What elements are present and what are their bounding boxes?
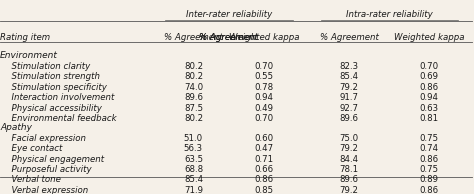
Text: 0.94: 0.94 (420, 93, 439, 102)
Text: 0.49: 0.49 (255, 104, 273, 113)
Text: Rating item: Rating item (0, 33, 50, 42)
Text: 0.47: 0.47 (255, 144, 274, 153)
Text: Physical accessibility: Physical accessibility (6, 104, 101, 113)
Text: Eye contact: Eye contact (6, 144, 62, 153)
Text: Weighted kappa: Weighted kappa (229, 33, 300, 42)
Text: 84.4: 84.4 (339, 155, 359, 164)
Text: 79.2: 79.2 (340, 144, 359, 153)
Text: 89.6: 89.6 (340, 176, 359, 184)
Text: 0.86: 0.86 (420, 155, 439, 164)
Text: 85.4: 85.4 (184, 176, 203, 184)
Text: 0.69: 0.69 (420, 72, 439, 81)
Text: % Agreement: % Agreement (164, 33, 223, 42)
Text: 91.7: 91.7 (340, 93, 359, 102)
Text: 74.0: 74.0 (184, 83, 203, 92)
Text: 87.5: 87.5 (184, 104, 203, 113)
Text: Interaction involvement: Interaction involvement (6, 93, 114, 102)
Text: 0.78: 0.78 (255, 83, 274, 92)
Text: Facial expression: Facial expression (6, 134, 86, 143)
Text: 0.86: 0.86 (420, 186, 439, 194)
Text: Weighted kappa: Weighted kappa (394, 33, 465, 42)
Text: % Agreement: % Agreement (200, 33, 258, 42)
Text: Stimulation specificity: Stimulation specificity (6, 83, 107, 92)
Text: 0.75: 0.75 (420, 134, 439, 143)
Text: 79.2: 79.2 (340, 186, 359, 194)
Text: Stimulation strength: Stimulation strength (6, 72, 100, 81)
Text: 51.0: 51.0 (184, 134, 203, 143)
Text: Environmental feedback: Environmental feedback (6, 114, 116, 123)
Text: 80.2: 80.2 (184, 62, 203, 71)
Text: 0.63: 0.63 (420, 104, 439, 113)
Text: Environment: Environment (0, 51, 58, 61)
Text: 0.66: 0.66 (255, 165, 274, 174)
Text: 0.70: 0.70 (420, 62, 439, 71)
Text: Inter-rater reliability: Inter-rater reliability (186, 10, 272, 19)
Text: 56.3: 56.3 (184, 144, 203, 153)
Text: % Agreement: % Agreement (200, 33, 258, 42)
Text: 89.6: 89.6 (184, 93, 203, 102)
Text: 82.3: 82.3 (339, 62, 359, 71)
Text: 63.5: 63.5 (184, 155, 203, 164)
Text: 71.9: 71.9 (184, 186, 203, 194)
Text: 0.94: 0.94 (255, 93, 273, 102)
Text: 0.60: 0.60 (255, 134, 274, 143)
Text: 80.2: 80.2 (184, 72, 203, 81)
Text: 0.85: 0.85 (255, 186, 274, 194)
Text: Physical engagement: Physical engagement (6, 155, 104, 164)
Text: Verbal expression: Verbal expression (6, 186, 88, 194)
Text: 0.70: 0.70 (255, 114, 274, 123)
Text: 89.6: 89.6 (340, 114, 359, 123)
Text: 78.1: 78.1 (339, 165, 359, 174)
Text: Apathy: Apathy (0, 123, 32, 132)
Text: 68.8: 68.8 (184, 165, 203, 174)
Text: 79.2: 79.2 (340, 83, 359, 92)
Text: 92.7: 92.7 (340, 104, 359, 113)
Text: 0.75: 0.75 (420, 165, 439, 174)
Text: 0.70: 0.70 (255, 62, 274, 71)
Text: % Agreement: % Agreement (319, 33, 379, 42)
Text: 0.74: 0.74 (420, 144, 439, 153)
Text: 0.55: 0.55 (255, 72, 274, 81)
Text: 0.71: 0.71 (255, 155, 274, 164)
Text: Stimulation clarity: Stimulation clarity (6, 62, 90, 71)
Text: 0.86: 0.86 (420, 83, 439, 92)
Text: Purposeful activity: Purposeful activity (6, 165, 91, 174)
Text: Intra-rater reliability: Intra-rater reliability (346, 10, 433, 19)
Text: Verbal tone: Verbal tone (6, 176, 61, 184)
Text: 85.4: 85.4 (339, 72, 359, 81)
Text: 75.0: 75.0 (339, 134, 359, 143)
Text: 0.86: 0.86 (255, 176, 274, 184)
Text: 0.81: 0.81 (420, 114, 439, 123)
Text: 80.2: 80.2 (184, 114, 203, 123)
Text: 0.89: 0.89 (420, 176, 439, 184)
